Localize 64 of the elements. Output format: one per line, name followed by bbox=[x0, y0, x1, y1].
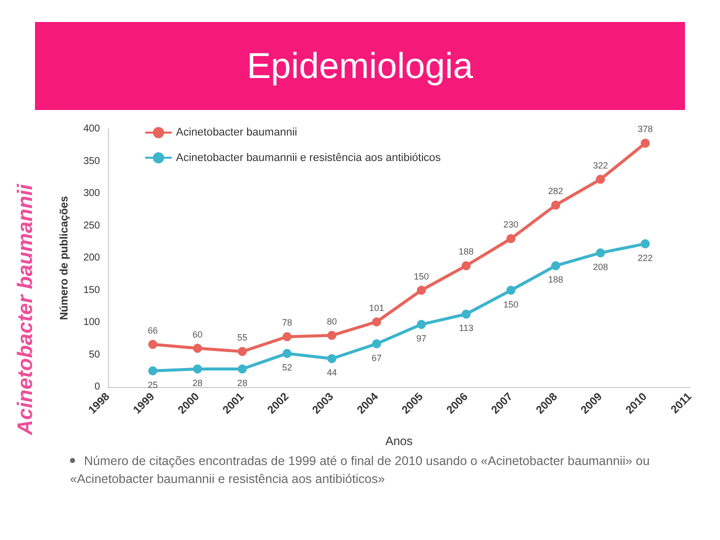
point bbox=[372, 317, 382, 326]
data-label: 188 bbox=[548, 274, 564, 285]
y-tick-label: 0 bbox=[94, 382, 100, 392]
point bbox=[551, 261, 560, 270]
point bbox=[551, 200, 560, 210]
y-tick-label: 250 bbox=[83, 220, 100, 232]
point bbox=[148, 340, 158, 349]
x-axis-title: Anos bbox=[385, 434, 413, 448]
y-axis-title: Número de publicações bbox=[58, 196, 70, 320]
point bbox=[462, 261, 471, 270]
data-label: 188 bbox=[458, 246, 474, 257]
point bbox=[506, 286, 516, 295]
point bbox=[640, 239, 650, 248]
data-label: 150 bbox=[503, 299, 518, 310]
point bbox=[462, 310, 471, 319]
text: Número de citações encontradas de 1999 até o final de 2010 usando o «Acinetobacter baumannii» ou «Acinetobacter baumannii e resistência aos antibióticos» bbox=[70, 453, 651, 488]
y-tick-label: 50 bbox=[88, 349, 100, 360]
data-label: 101 bbox=[369, 302, 384, 313]
point bbox=[506, 234, 516, 244]
data-label: 208 bbox=[592, 262, 608, 272]
legend-label: Acinetobacter baumannii bbox=[176, 126, 298, 139]
data-label: 230 bbox=[503, 220, 518, 230]
data-label: 28 bbox=[192, 378, 203, 388]
y-tick-label: 350 bbox=[83, 156, 100, 167]
point bbox=[596, 248, 605, 258]
data-label: 222 bbox=[638, 252, 653, 263]
point bbox=[416, 320, 426, 329]
data-label: 52 bbox=[282, 362, 292, 372]
y-tick-label: 100 bbox=[83, 317, 100, 328]
chart-title: Epidemiologia bbox=[35, 22, 685, 110]
data-label: 28 bbox=[237, 378, 248, 388]
point bbox=[282, 332, 292, 342]
text: Acinetobacter baumannii bbox=[14, 183, 38, 438]
point bbox=[193, 364, 202, 374]
point bbox=[327, 354, 336, 364]
point bbox=[238, 347, 247, 356]
point bbox=[193, 344, 202, 353]
point bbox=[327, 330, 336, 340]
data-label: 80 bbox=[326, 316, 337, 326]
data-label: 66 bbox=[148, 325, 158, 336]
data-label: 60 bbox=[192, 329, 203, 340]
data-label: 322 bbox=[592, 160, 608, 170]
y-tick-label: 150 bbox=[83, 284, 100, 296]
data-label: 55 bbox=[237, 332, 248, 343]
point bbox=[372, 339, 382, 348]
data-label: 44 bbox=[326, 368, 337, 378]
y-tick-label: 200 bbox=[83, 252, 100, 264]
data-label: 97 bbox=[416, 333, 426, 344]
y-tick-label: 400 bbox=[83, 124, 100, 134]
legend-label: Acinetobacter baumannii e resistência aos antibióticos bbox=[176, 152, 442, 164]
point bbox=[282, 348, 292, 358]
y-tick-label: 300 bbox=[83, 188, 100, 199]
data-label: 282 bbox=[548, 186, 564, 196]
point bbox=[148, 366, 158, 376]
point bbox=[596, 174, 605, 184]
data-label: 78 bbox=[282, 318, 292, 328]
data-label: 113 bbox=[458, 323, 474, 334]
point bbox=[238, 364, 247, 374]
data-label: 378 bbox=[638, 124, 653, 134]
data-label: 25 bbox=[148, 380, 158, 390]
point bbox=[416, 286, 426, 295]
data-label: 67 bbox=[372, 352, 382, 363]
data-label: 150 bbox=[414, 271, 429, 282]
point bbox=[640, 138, 650, 148]
